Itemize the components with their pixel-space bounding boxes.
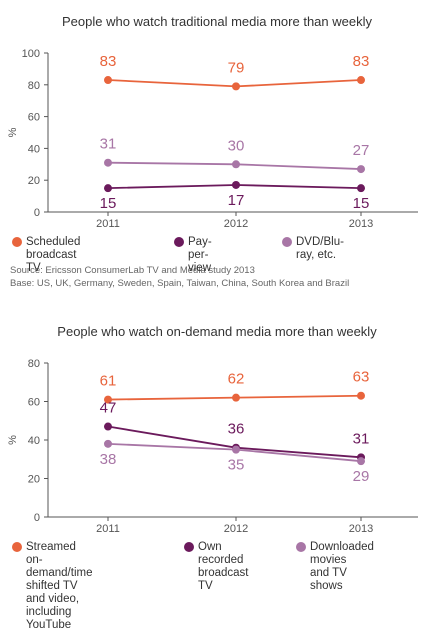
x-tick-label: 2011 bbox=[96, 218, 120, 230]
data-point bbox=[232, 445, 240, 454]
x-tick-label: 2013 bbox=[349, 523, 373, 535]
charts-canvas: People who watch traditional media more … bbox=[7, 14, 418, 535]
data-point bbox=[104, 422, 112, 431]
data-label: 15 bbox=[100, 195, 117, 212]
data-label: 38 bbox=[100, 451, 117, 468]
legend-label: Streamed on-demand/time shifted TV and v… bbox=[26, 541, 92, 632]
legend-line: Own recorded bbox=[198, 541, 244, 566]
data-label: 79 bbox=[228, 59, 245, 76]
legend-dot bbox=[282, 237, 292, 247]
legend-line: including YouTube bbox=[26, 606, 72, 631]
data-point bbox=[357, 165, 365, 174]
data-point bbox=[104, 158, 112, 167]
y-tick-label: 100 bbox=[22, 48, 40, 60]
data-label: 35 bbox=[228, 457, 245, 474]
data-point bbox=[357, 457, 365, 466]
y-axis-label: % bbox=[7, 127, 19, 137]
data-label: 15 bbox=[353, 195, 370, 212]
data-point bbox=[232, 82, 240, 91]
data-label: 83 bbox=[100, 53, 117, 70]
y-tick-label: 20 bbox=[28, 175, 40, 187]
legend-label: Downloaded movies and TV shows bbox=[310, 541, 374, 593]
y-axis-label: % bbox=[7, 435, 19, 445]
data-label: 47 bbox=[100, 400, 117, 417]
y-tick-label: 80 bbox=[28, 80, 40, 92]
y-tick-label: 0 bbox=[34, 207, 40, 219]
y-tick-label: 40 bbox=[28, 143, 40, 155]
y-tick-label: 60 bbox=[28, 112, 40, 124]
chart-title: People who watch traditional media more … bbox=[62, 14, 373, 29]
legend-line: Streamed on-demand/time bbox=[26, 541, 93, 579]
data-point bbox=[104, 439, 112, 448]
line-chart-2: People who watch on-demand media more th… bbox=[7, 324, 418, 535]
data-point bbox=[357, 391, 365, 400]
data-point bbox=[232, 180, 240, 189]
data-label: 83 bbox=[353, 53, 370, 70]
data-label: 61 bbox=[100, 373, 117, 390]
legend-dot bbox=[12, 542, 22, 552]
chart-title: People who watch on-demand media more th… bbox=[57, 324, 377, 339]
data-label: 31 bbox=[100, 136, 117, 153]
data-label: 36 bbox=[228, 421, 245, 438]
legend-line: broadcast TV bbox=[198, 567, 249, 592]
data-point bbox=[104, 76, 112, 85]
legend-dot bbox=[174, 237, 184, 247]
x-tick-label: 2012 bbox=[224, 218, 248, 230]
data-point bbox=[104, 184, 112, 193]
y-tick-label: 20 bbox=[28, 474, 40, 486]
data-point bbox=[232, 393, 240, 402]
legend-line: Downloaded movies bbox=[310, 541, 374, 566]
data-point bbox=[104, 395, 112, 404]
data-label: 62 bbox=[228, 371, 245, 388]
source-line-2: Base: US, UK, Germany, Sweden, Spain, Ta… bbox=[10, 278, 350, 289]
y-tick-label: 40 bbox=[28, 435, 40, 447]
legend-dot bbox=[12, 237, 22, 247]
data-label: 29 bbox=[353, 468, 370, 485]
data-label: 30 bbox=[228, 137, 245, 154]
legend-label: Scheduled broadcast TV bbox=[26, 236, 81, 274]
x-tick-label: 2013 bbox=[349, 218, 373, 230]
data-point bbox=[357, 76, 365, 85]
legend-line: and TV shows bbox=[310, 567, 347, 592]
legend-label: Own recorded broadcast TV bbox=[198, 541, 249, 593]
data-label: 31 bbox=[353, 430, 370, 447]
x-tick-label: 2011 bbox=[96, 523, 120, 535]
line-chart-1: People who watch traditional media more … bbox=[7, 14, 418, 230]
data-label: 63 bbox=[353, 369, 370, 386]
data-point bbox=[232, 160, 240, 169]
legend-label: Pay-per-view bbox=[188, 236, 212, 274]
legend-dot bbox=[296, 542, 306, 552]
source-note: Source: Ericsson ConsumerLab TV and Medi… bbox=[10, 264, 349, 290]
legend-label: DVD/Blu-ray, etc. bbox=[296, 236, 344, 261]
legend-dot bbox=[184, 542, 194, 552]
data-label: 17 bbox=[228, 192, 245, 209]
x-tick-label: 2012 bbox=[224, 523, 248, 535]
y-tick-label: 0 bbox=[34, 512, 40, 524]
legend-line: shifted TV and video, bbox=[26, 580, 80, 605]
y-tick-label: 60 bbox=[28, 397, 40, 409]
y-tick-label: 80 bbox=[28, 358, 40, 370]
source-line-1: Source: Ericsson ConsumerLab TV and Medi… bbox=[10, 265, 255, 276]
data-point bbox=[357, 184, 365, 193]
data-label: 27 bbox=[353, 142, 370, 159]
